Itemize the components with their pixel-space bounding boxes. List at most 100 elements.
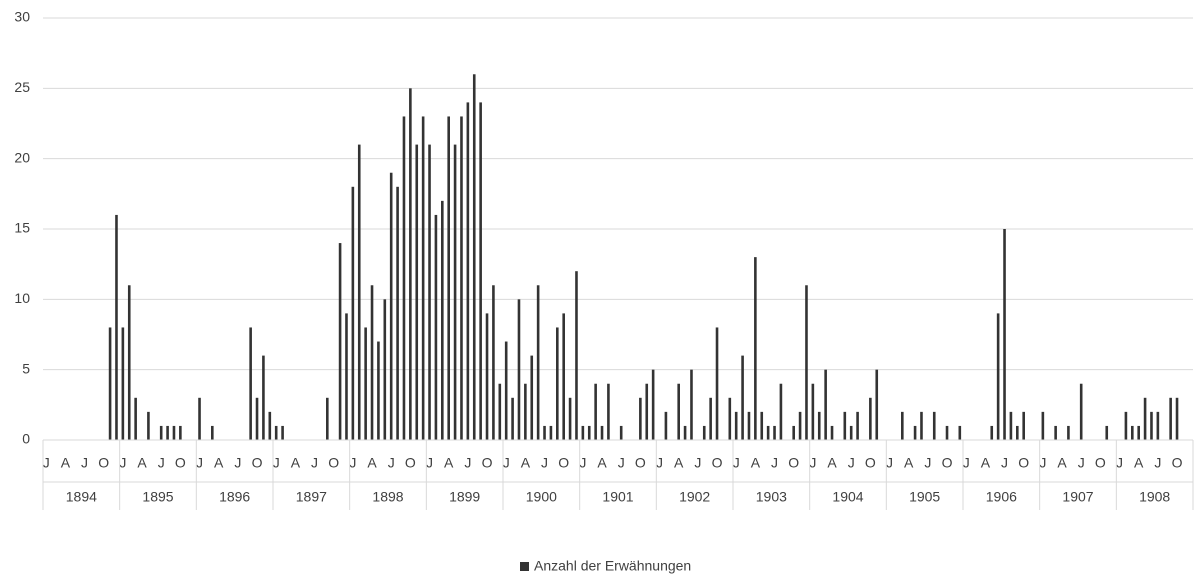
bar [805,285,808,440]
x-tick-label: A [61,455,71,471]
x-tick-label: A [1057,455,1067,471]
bar [115,214,118,440]
year-label: 1908 [1139,489,1170,505]
bar [607,383,610,440]
y-tick-label: 0 [22,431,30,447]
bar [121,327,125,440]
bar [619,425,623,440]
bar [524,383,527,440]
x-tick-label: J [771,455,778,471]
bar [811,383,815,440]
bar [1003,229,1006,440]
bar [587,425,591,440]
x-tick-label: A [597,455,607,471]
x-tick-label: A [137,455,147,471]
bar [920,411,923,440]
bar [849,425,853,440]
x-tick-label: J [924,455,931,471]
y-tick-label: 15 [14,220,30,236]
bar [179,425,182,440]
bar [159,425,163,440]
bar [530,355,534,440]
bar [715,327,719,440]
y-tick-label: 10 [14,290,30,306]
year-label: 1899 [449,489,480,505]
bar [594,383,597,440]
bar [702,425,706,440]
bar [479,102,482,441]
bar [492,285,495,440]
year-label: 1896 [219,489,250,505]
x-tick-label: O [252,455,263,471]
bar [402,116,406,440]
bar [830,425,834,440]
x-tick-label: J [848,455,855,471]
bar [747,411,751,440]
x-tick-label: J [273,455,280,471]
x-tick-label: A [674,455,684,471]
bar [690,369,693,440]
bar [562,313,565,440]
bar [581,425,585,440]
bar [779,383,783,440]
bar [370,285,374,440]
bar [511,397,514,440]
x-tick-label: J [963,455,970,471]
x-tick-label: J [503,455,510,471]
bar [127,285,131,440]
x-tick-label: A [291,455,301,471]
bar [945,425,949,440]
bar [843,411,847,440]
y-tick-label: 5 [22,360,30,376]
x-tick-label: O [482,455,493,471]
x-tick-label: A [904,455,914,471]
year-label: 1904 [832,489,863,505]
x-tick-label: O [712,455,723,471]
bar [472,74,476,441]
x-tick-label: A [367,455,377,471]
bar [364,327,367,440]
year-label: 1902 [679,489,710,505]
x-tick-label: J [656,455,663,471]
bar [798,411,802,440]
bar [817,411,821,440]
x-tick-label: A [444,455,454,471]
bar [396,186,399,440]
bar [415,144,419,440]
bar [517,299,521,440]
bar [428,144,431,440]
bar [728,397,732,440]
bar [249,327,252,440]
bar [211,425,214,440]
year-label: 1897 [296,489,327,505]
year-label: 1895 [142,489,173,505]
bar [760,411,764,440]
x-tick-label: J [618,455,625,471]
bar [134,397,137,440]
bar [274,425,278,440]
x-tick-label: J [196,455,203,471]
x-tick-label: O [942,455,953,471]
x-tick-label: J [426,455,433,471]
bar [262,355,265,440]
bar [1124,411,1128,440]
bar [549,425,553,440]
bar [1169,397,1172,440]
bar [556,327,559,440]
x-tick-label: A [214,455,224,471]
bar [734,411,738,440]
bar [1054,425,1057,440]
bar [1105,425,1109,440]
bar [958,425,962,440]
bar [1022,411,1025,440]
bar [639,397,642,440]
bar [351,186,355,440]
bar [1150,411,1153,440]
bar [1041,411,1045,440]
bar [568,397,572,440]
bar [466,102,470,441]
bar [447,116,450,440]
x-tick-label: O [405,455,416,471]
x-tick-label: A [521,455,531,471]
